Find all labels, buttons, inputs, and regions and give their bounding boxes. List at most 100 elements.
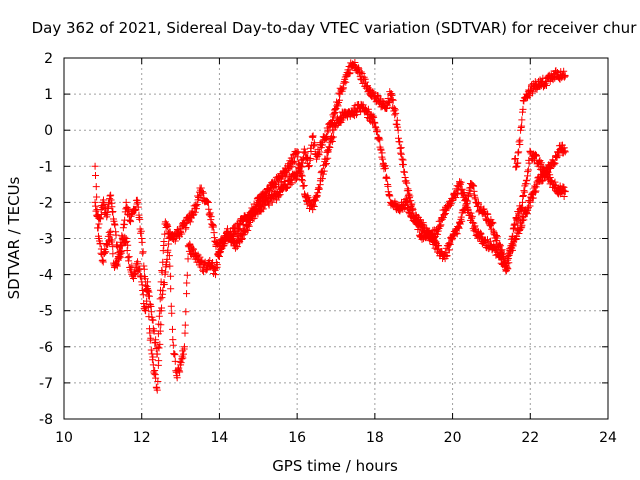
data-point-trace-1 — [394, 126, 402, 134]
data-point-trace-1 — [134, 203, 142, 211]
data-point-trace-3 — [519, 105, 527, 113]
data-point-trace-2 — [289, 158, 297, 166]
data-point-trace-2 — [438, 215, 446, 223]
data-point-trace-2 — [144, 287, 152, 295]
data-point-trace-2 — [183, 271, 191, 279]
data-point-trace-2 — [235, 225, 243, 233]
data-point-trace-2 — [324, 154, 332, 162]
y-tick-label: 2 — [44, 51, 53, 67]
data-point-trace-2 — [476, 229, 484, 237]
data-point-trace-2 — [294, 148, 302, 156]
data-point-trace-2 — [456, 179, 464, 187]
data-point-trace-1 — [161, 230, 169, 238]
data-point-trace-2 — [124, 241, 132, 249]
data-point-trace-1 — [149, 316, 157, 324]
data-point-trace-2 — [182, 308, 190, 316]
data-point-trace-2 — [518, 221, 526, 229]
data-point-trace-2 — [329, 133, 337, 141]
data-point-trace-2 — [468, 214, 476, 222]
data-point-trace-1 — [106, 192, 114, 200]
data-point-trace-1 — [519, 191, 527, 199]
data-point-trace-1 — [385, 99, 393, 107]
data-point-trace-2 — [264, 192, 272, 200]
data-point-trace-2 — [361, 105, 369, 113]
data-point-trace-2 — [179, 354, 187, 362]
data-point-trace-1 — [197, 184, 205, 192]
data-point-trace-2 — [555, 151, 563, 159]
data-point-trace-1 — [525, 159, 533, 167]
data-point-trace-2 — [504, 265, 512, 273]
data-point-trace-2 — [561, 147, 569, 155]
data-point-trace-1 — [357, 68, 365, 76]
data-point-trace-1 — [137, 227, 145, 235]
data-point-trace-2 — [483, 236, 491, 244]
data-point-trace-1 — [314, 150, 322, 158]
data-point-trace-1 — [443, 251, 451, 259]
data-point-trace-2 — [462, 197, 470, 205]
data-point-trace-2 — [233, 229, 241, 237]
data-point-trace-1 — [124, 210, 132, 218]
data-point-trace-1 — [515, 211, 523, 219]
data-point-trace-1 — [287, 180, 295, 188]
data-point-trace-2 — [193, 251, 201, 259]
data-point-trace-1 — [209, 223, 217, 231]
data-point-trace-1 — [448, 236, 456, 244]
data-point-trace-1 — [537, 159, 545, 167]
data-point-trace-2 — [163, 255, 171, 263]
data-point-trace-2 — [550, 161, 558, 169]
data-point-trace-1 — [496, 242, 504, 250]
data-point-trace-2 — [383, 174, 391, 182]
data-point-trace-1 — [324, 128, 332, 136]
data-point-trace-2 — [381, 164, 389, 172]
data-point-trace-2 — [180, 343, 188, 351]
data-point-trace-2 — [169, 336, 177, 344]
data-point-trace-2 — [214, 252, 222, 260]
data-point-trace-1 — [330, 113, 338, 121]
data-point-trace-2 — [125, 257, 133, 265]
data-point-trace-2 — [551, 159, 559, 167]
data-point-trace-2 — [385, 191, 393, 199]
data-point-trace-2 — [477, 230, 485, 238]
data-point-trace-2 — [561, 148, 569, 156]
data-point-trace-1 — [93, 193, 101, 201]
data-point-trace-2 — [524, 204, 532, 212]
data-point-trace-1 — [533, 152, 541, 160]
data-point-trace-1 — [259, 205, 267, 213]
data-point-trace-1 — [351, 59, 359, 67]
data-point-trace-2 — [157, 321, 165, 329]
data-point-trace-2 — [419, 219, 427, 227]
data-point-trace-1 — [386, 90, 394, 98]
data-point-trace-2 — [143, 282, 151, 290]
y-tick-label: -2 — [39, 195, 53, 211]
data-point-trace-2 — [156, 340, 164, 348]
data-point-trace-2 — [168, 309, 176, 317]
data-point-trace-1 — [391, 111, 399, 119]
data-point-trace-2 — [93, 212, 101, 220]
data-point-trace-1 — [192, 205, 200, 213]
data-point-trace-1 — [396, 138, 404, 146]
data-point-trace-2 — [464, 204, 472, 212]
data-point-trace-1 — [301, 149, 309, 157]
data-point-trace-2 — [298, 175, 306, 183]
data-point-trace-1 — [560, 192, 568, 200]
data-point-trace-2 — [403, 199, 411, 207]
data-point-trace-1 — [480, 205, 488, 213]
data-point-trace-2 — [502, 266, 510, 274]
data-point-trace-1 — [191, 208, 199, 216]
data-point-trace-2 — [457, 178, 465, 186]
data-point-trace-2 — [539, 176, 547, 184]
data-point-trace-2 — [164, 246, 172, 254]
data-point-trace-2 — [176, 368, 184, 376]
data-point-trace-2 — [373, 128, 381, 136]
y-tick-label: -4 — [39, 268, 53, 284]
data-point-trace-2 — [508, 246, 516, 254]
data-point-trace-3 — [514, 149, 522, 157]
data-point-trace-2 — [155, 344, 163, 352]
data-point-trace-1 — [310, 142, 318, 150]
data-point-trace-2 — [379, 155, 387, 163]
x-tick-label: 22 — [521, 430, 539, 446]
data-point-trace-1 — [238, 235, 246, 243]
data-point-trace-2 — [165, 252, 173, 260]
data-point-trace-2 — [123, 237, 131, 245]
